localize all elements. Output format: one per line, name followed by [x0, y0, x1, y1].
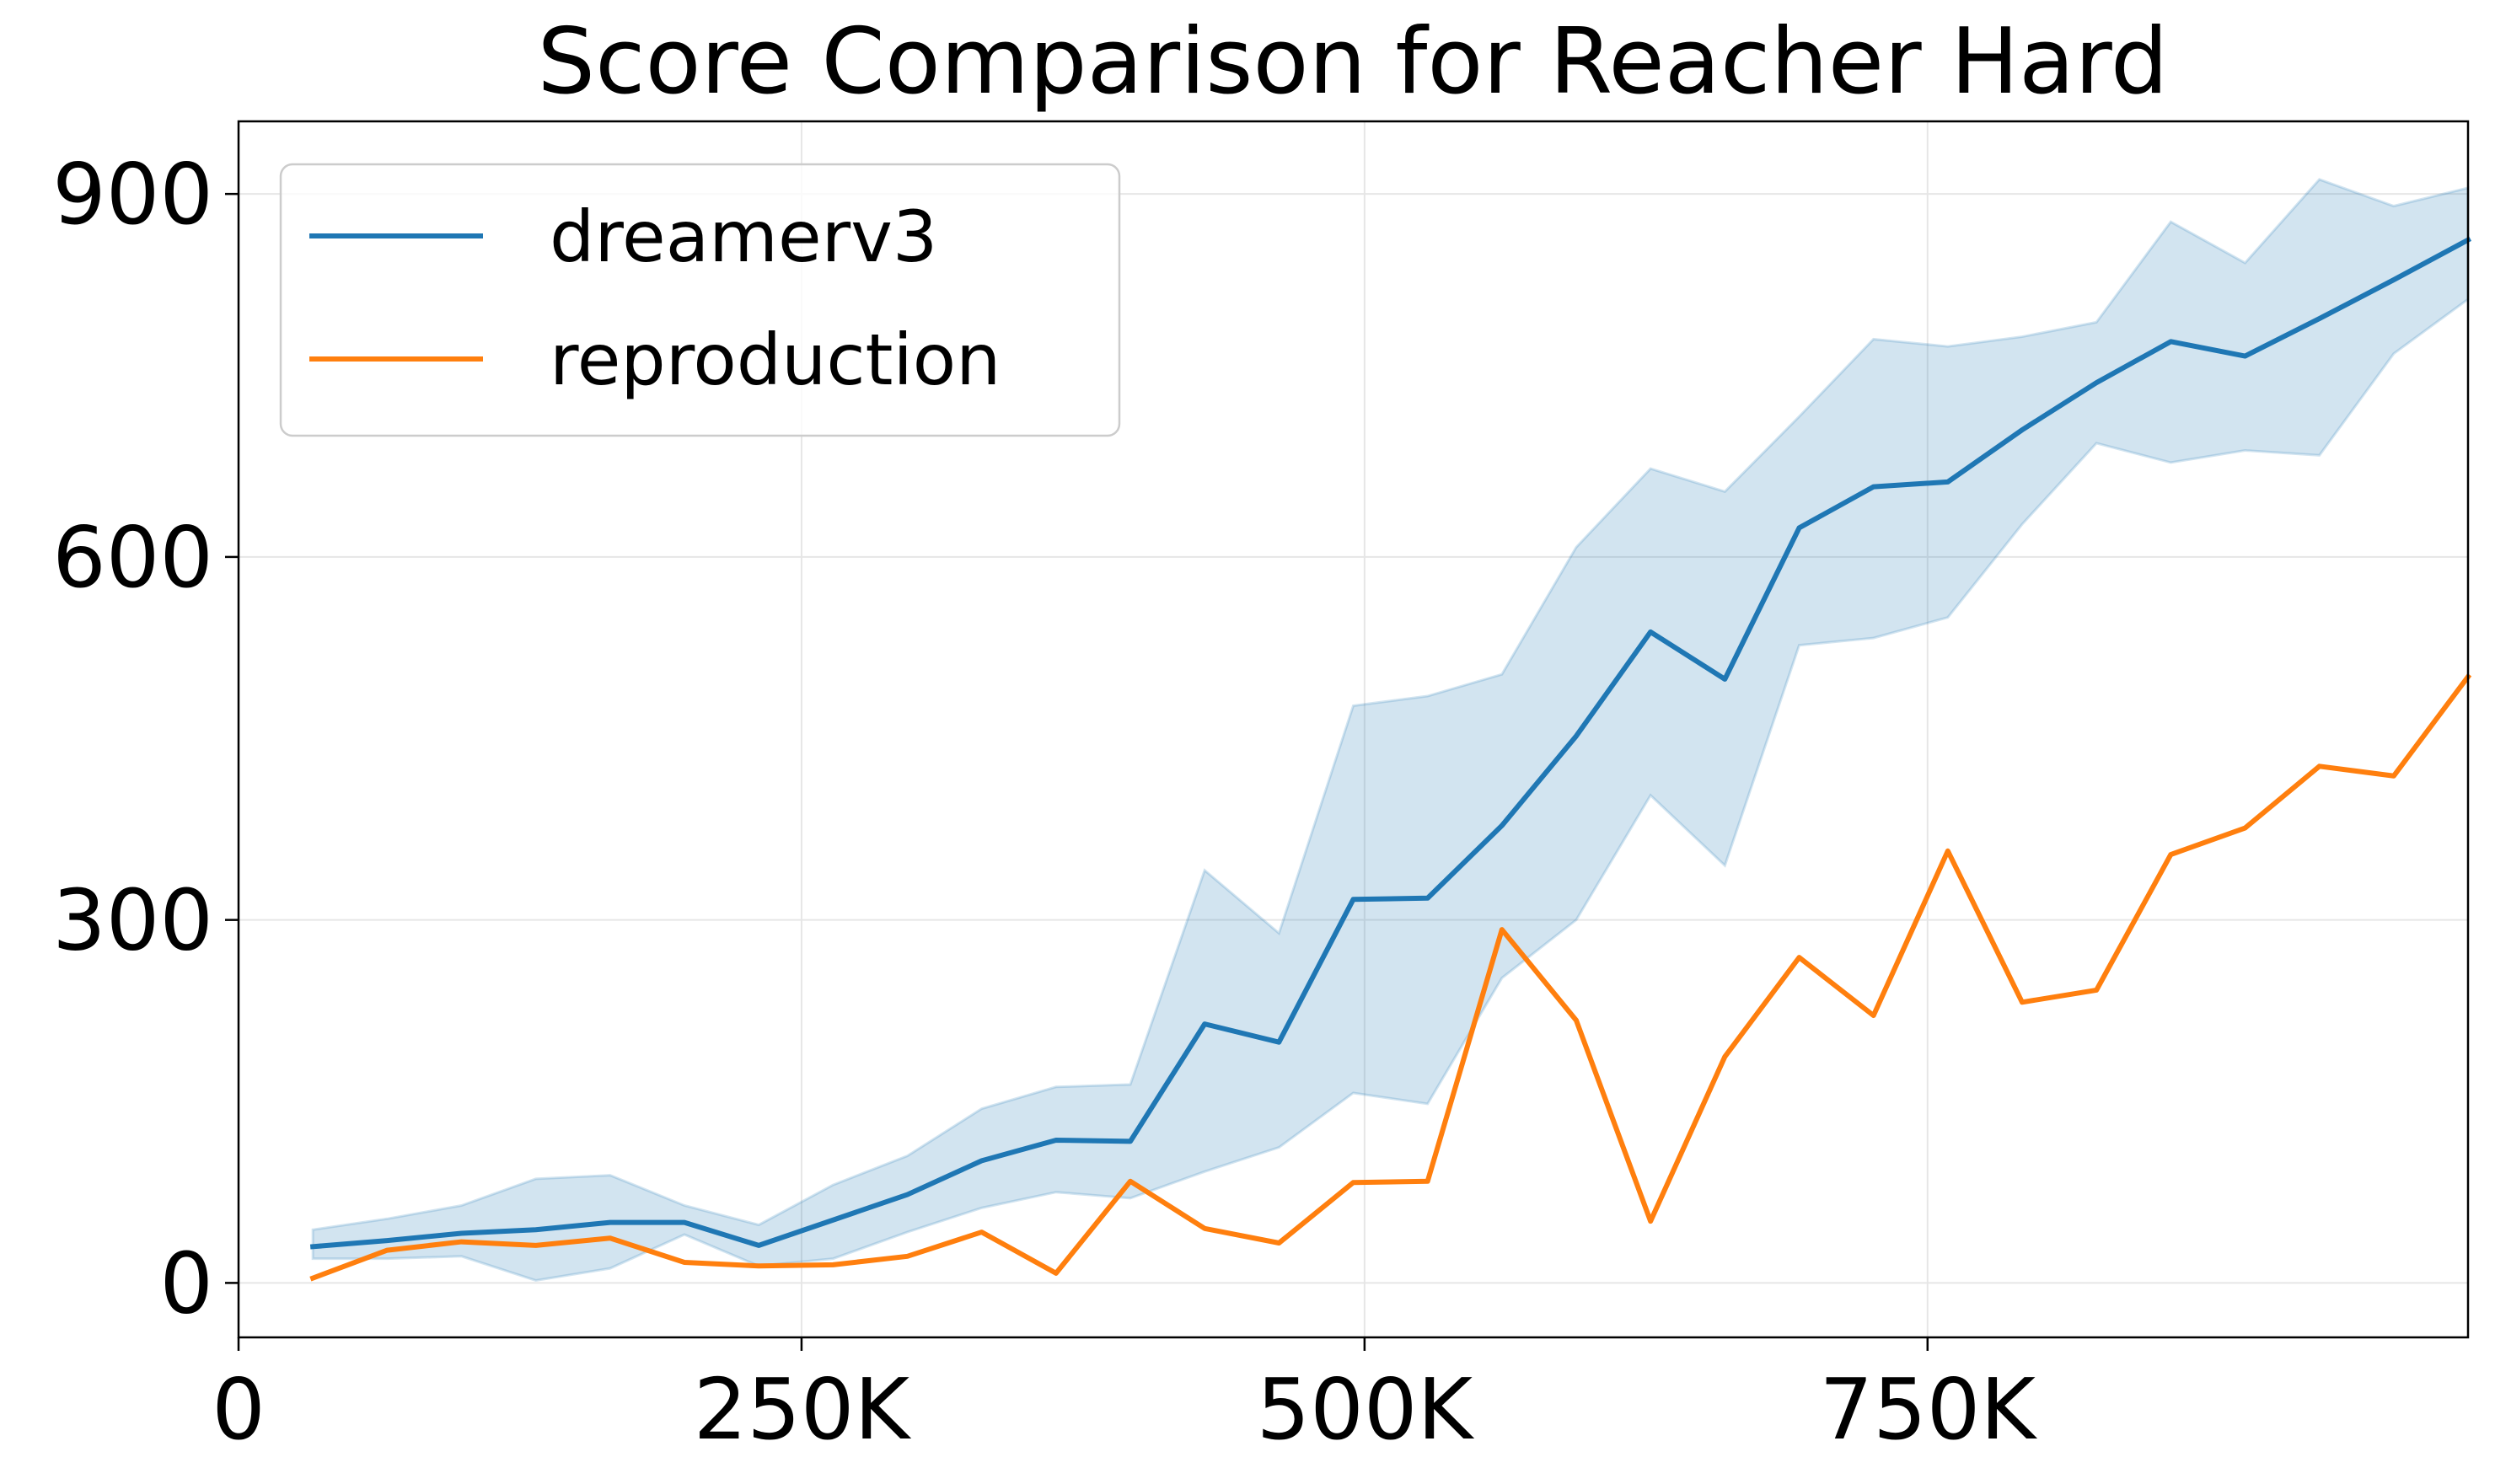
line-dreamerv3: [309, 236, 2472, 1250]
legend-box: [279, 163, 1121, 437]
y-tick-label-3: 900: [52, 145, 213, 244]
legend: dreamerv3 reproduction: [279, 163, 1121, 437]
x-tick-label-1: 250K: [694, 1360, 912, 1459]
legend-label-dreamerv3: dreamerv3: [550, 196, 937, 278]
line-reproduction: [309, 672, 2472, 1282]
plot-area-frame: [237, 120, 2470, 1339]
y-tick-label-0: 0: [159, 1234, 213, 1332]
chart-title: Score Comparison for Reacher Hard: [538, 9, 2169, 115]
legend-label-reproduction: reproduction: [550, 319, 1001, 401]
y-tick-label-2: 600: [52, 508, 213, 607]
y-tick-label-1: 300: [52, 871, 213, 970]
x-tick-label-3: 750K: [1820, 1360, 2038, 1459]
x-tick-label-2: 500K: [1257, 1360, 1475, 1459]
series-lines: [309, 236, 2472, 1282]
axis-ticks: 0 250K 500K 750K 0 300 600 900: [52, 145, 2037, 1459]
x-tick-label-0: 0: [212, 1360, 266, 1459]
